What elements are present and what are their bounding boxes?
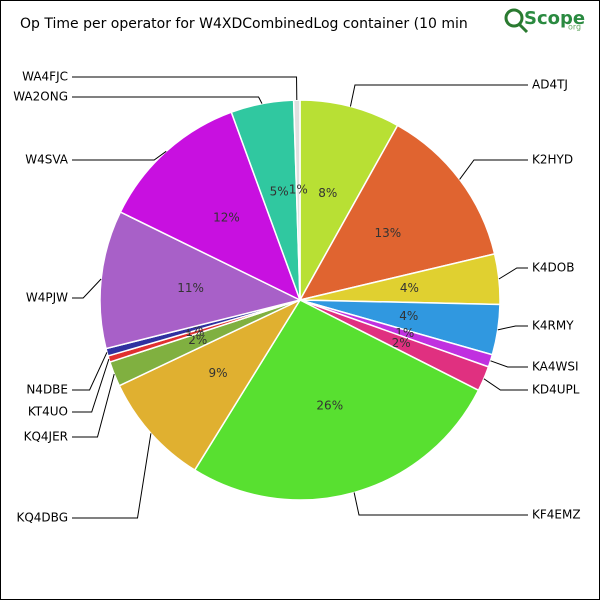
legend-label: N4DBE bbox=[26, 383, 68, 397]
legend-label: K4RMY bbox=[532, 319, 574, 333]
pie-slice bbox=[119, 111, 302, 302]
leader-line bbox=[72, 150, 167, 161]
logo-text: Scope bbox=[524, 8, 585, 29]
slice-label: 4% bbox=[399, 309, 418, 323]
logo-suffix: org bbox=[568, 23, 581, 32]
leader-line bbox=[72, 96, 263, 104]
legend-label: KQ4JER bbox=[24, 430, 68, 444]
leader-line bbox=[497, 325, 528, 331]
pie-slice bbox=[292, 99, 301, 301]
slice-label: 12% bbox=[213, 211, 240, 225]
legend-label: KF4EMZ bbox=[532, 508, 581, 522]
chart-title: Op Time per operator for W4XDCombinedLog… bbox=[20, 16, 468, 32]
leader-line bbox=[72, 352, 108, 391]
legend-label: WA2ONG bbox=[13, 90, 68, 104]
leader-line bbox=[72, 433, 152, 519]
legend-label: KT4UO bbox=[28, 405, 68, 419]
leader-line bbox=[72, 76, 298, 101]
legend-label: KA4WSI bbox=[532, 360, 579, 374]
legend-label: AD4TJ bbox=[532, 78, 568, 92]
slice-label: 1% bbox=[289, 183, 308, 197]
legend-label: K4DOB bbox=[532, 261, 574, 275]
slice-label: 9% bbox=[208, 366, 227, 380]
leader-line bbox=[459, 159, 528, 180]
slice-label: 8% bbox=[318, 186, 337, 200]
leader-line bbox=[72, 278, 102, 299]
legend-label: WA4FJC bbox=[22, 70, 68, 84]
slice-label: 11% bbox=[177, 281, 204, 295]
leader-line bbox=[72, 358, 110, 413]
slice-label: 2% bbox=[392, 336, 411, 350]
slice-label: 26% bbox=[316, 398, 343, 412]
pie-slice bbox=[298, 124, 496, 302]
logo-icon bbox=[517, 22, 529, 34]
leader-line bbox=[498, 267, 528, 280]
leader-line bbox=[72, 373, 115, 438]
slice-label: 5% bbox=[270, 185, 289, 199]
slice-label: 13% bbox=[374, 226, 401, 240]
leader-line bbox=[349, 84, 528, 107]
legend-label: KQ4DBG bbox=[16, 511, 68, 525]
pie-slice bbox=[299, 99, 399, 303]
legend-label: W4SVA bbox=[25, 153, 69, 167]
legend-label: KD4UPL bbox=[532, 383, 580, 397]
logo-icon bbox=[504, 8, 524, 28]
pie-slice bbox=[193, 299, 480, 501]
leader-line bbox=[353, 492, 528, 516]
leader-line bbox=[490, 360, 528, 368]
leader-line bbox=[483, 378, 528, 391]
slice-label: 2% bbox=[188, 333, 207, 347]
legend-label: W4PJW bbox=[26, 291, 68, 305]
slice-label: 4% bbox=[400, 281, 419, 295]
legend-label: K2HYD bbox=[532, 153, 573, 167]
pie-slice bbox=[118, 298, 302, 472]
